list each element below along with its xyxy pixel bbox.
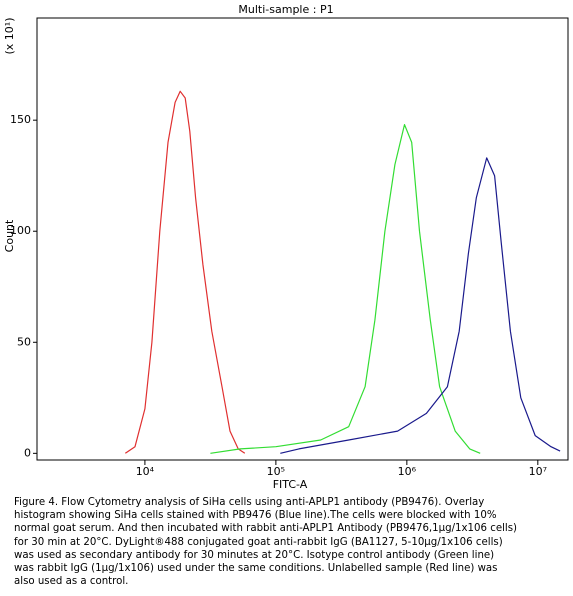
- y-scale-note: (x 10¹): [3, 18, 16, 55]
- histogram-line: [280, 157, 561, 454]
- chart: Multi-sample : P1 FITC-A Count (x 10¹) 0…: [3, 3, 569, 491]
- plot-frame: [36, 17, 569, 461]
- caption-line: normal goat serum. And then incubated wi…: [14, 523, 518, 535]
- y-tick-label: 0: [24, 446, 31, 459]
- x-tick-label: 10⁷: [529, 465, 547, 478]
- x-tick-label: 10⁵: [267, 465, 285, 478]
- caption-line: also used as a control.: [14, 576, 129, 588]
- caption-line: was rabbit IgG (1μg/1x106) used under th…: [14, 563, 498, 575]
- caption-line: Figure 4. Flow Cytometry analysis of SiH…: [14, 497, 485, 508]
- y-tick-label: 50: [17, 335, 31, 348]
- caption-line: histogram showing SiHa cells stained wit…: [14, 510, 497, 522]
- x-tick-label: 10⁴: [136, 465, 155, 478]
- y-tick-label: 100: [10, 224, 31, 237]
- y-axis-label: Count: [3, 219, 16, 252]
- caption-line: was used as secondary antibody for 30 mi…: [14, 549, 495, 561]
- histogram-line: [124, 90, 246, 454]
- chart-title: Multi-sample : P1: [238, 3, 333, 16]
- x-tick-label: 10⁶: [398, 465, 417, 478]
- caption: Figure 4. Flow Cytometry analysis of SiH…: [14, 496, 570, 588]
- y-tick-label: 150: [10, 113, 31, 126]
- caption-line: for 30 min at 20°C. DyLight®488 conjugat…: [14, 536, 503, 548]
- histogram-line: [210, 124, 481, 454]
- x-axis-label: FITC-A: [273, 478, 308, 490]
